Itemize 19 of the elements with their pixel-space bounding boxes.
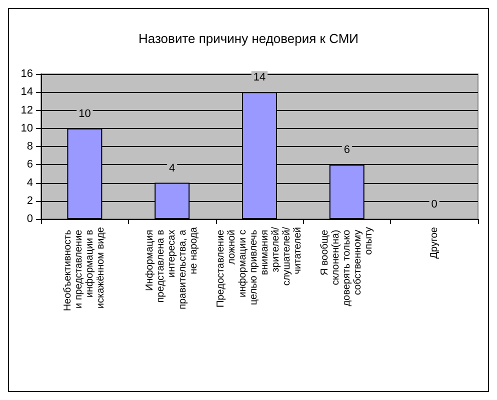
x-tick-label: Информация представлена в интересах правительства, а не народа (144, 226, 200, 310)
data-label: 10 (78, 108, 91, 120)
y-tick-label: 2 (26, 194, 33, 207)
data-label: 6 (344, 144, 350, 156)
y-tick-label: 8 (26, 140, 33, 152)
y-tick-label: 12 (20, 104, 33, 116)
x-tick-label: Необъективность и представление информации в искажённом виде (62, 226, 107, 312)
y-tick-label: 14 (20, 86, 33, 98)
y-tick-label: 4 (26, 176, 33, 189)
y-tick-label: 0 (26, 213, 33, 225)
data-label: 0 (431, 198, 438, 210)
data-label: 4 (169, 162, 176, 174)
data-label: 14 (253, 72, 266, 84)
y-tick-label: 10 (20, 122, 33, 134)
y-tick-label: 16 (20, 68, 33, 80)
chart-title: Назовите причину недоверия к СМИ (138, 31, 358, 46)
x-tick-label: Другое (428, 226, 440, 259)
x-tick-label: Я вообще склонен(на) доверять только собственному опыту (319, 227, 374, 306)
y-tick-label: 6 (26, 158, 33, 171)
